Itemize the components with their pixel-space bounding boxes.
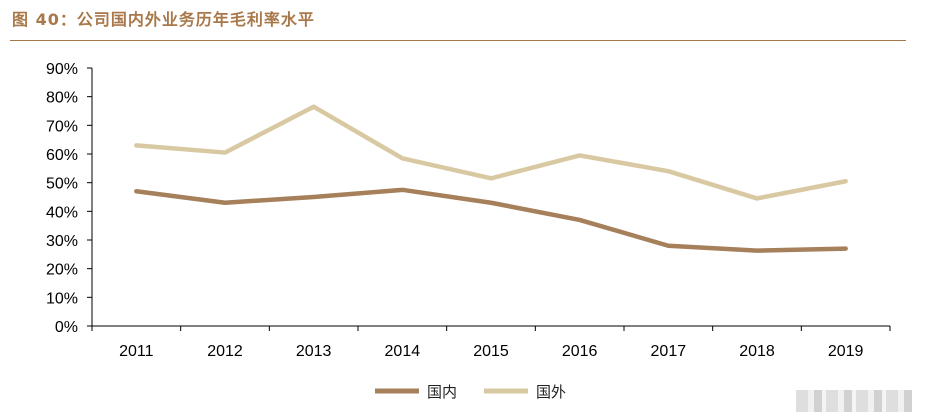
- x-tick-label: 2015: [473, 343, 509, 360]
- y-tick-label: 40%: [46, 204, 78, 221]
- title-divider: [10, 40, 906, 41]
- figure-title: 图 40：公司国内外业务历年毛利率水平: [12, 10, 315, 29]
- x-tick-label: 2018: [739, 343, 775, 360]
- series-line-overseas: [134, 104, 848, 201]
- legend-label: 国内: [427, 383, 457, 401]
- legend-item-domestic: 国内: [375, 383, 457, 401]
- legend-label: 国外: [536, 383, 566, 401]
- y-tick-label: 50%: [46, 176, 78, 193]
- x-tick-label: 2013: [296, 343, 332, 360]
- x-tick-label: 2012: [207, 343, 243, 360]
- y-tick-label: 60%: [46, 147, 78, 164]
- chart-legend: 国内 国外: [375, 383, 566, 401]
- y-tick-label: 90%: [46, 61, 78, 78]
- y-tick-label: 30%: [46, 233, 78, 250]
- y-tick-label: 70%: [46, 118, 78, 135]
- chart-axes: 0% 10% 20% 30% 40% 50% 60% 70% 80% 90% 2011 2012 201…: [46, 61, 891, 360]
- legend-item-overseas: 国外: [484, 383, 566, 401]
- chart-series: [134, 104, 848, 253]
- watermark-image: [796, 390, 912, 412]
- x-tick-label: 2017: [651, 343, 687, 360]
- x-tick-label: 2019: [828, 343, 864, 360]
- x-tick-label: 2014: [385, 343, 421, 360]
- x-tick-label: 2011: [119, 343, 154, 360]
- y-tick-label: 0%: [55, 319, 78, 336]
- y-tick-label: 20%: [46, 262, 78, 279]
- y-tick-label: 10%: [46, 290, 78, 307]
- y-tick-label: 80%: [46, 90, 78, 107]
- x-tick-label: 2016: [562, 343, 598, 360]
- series-line-domestic: [134, 187, 848, 253]
